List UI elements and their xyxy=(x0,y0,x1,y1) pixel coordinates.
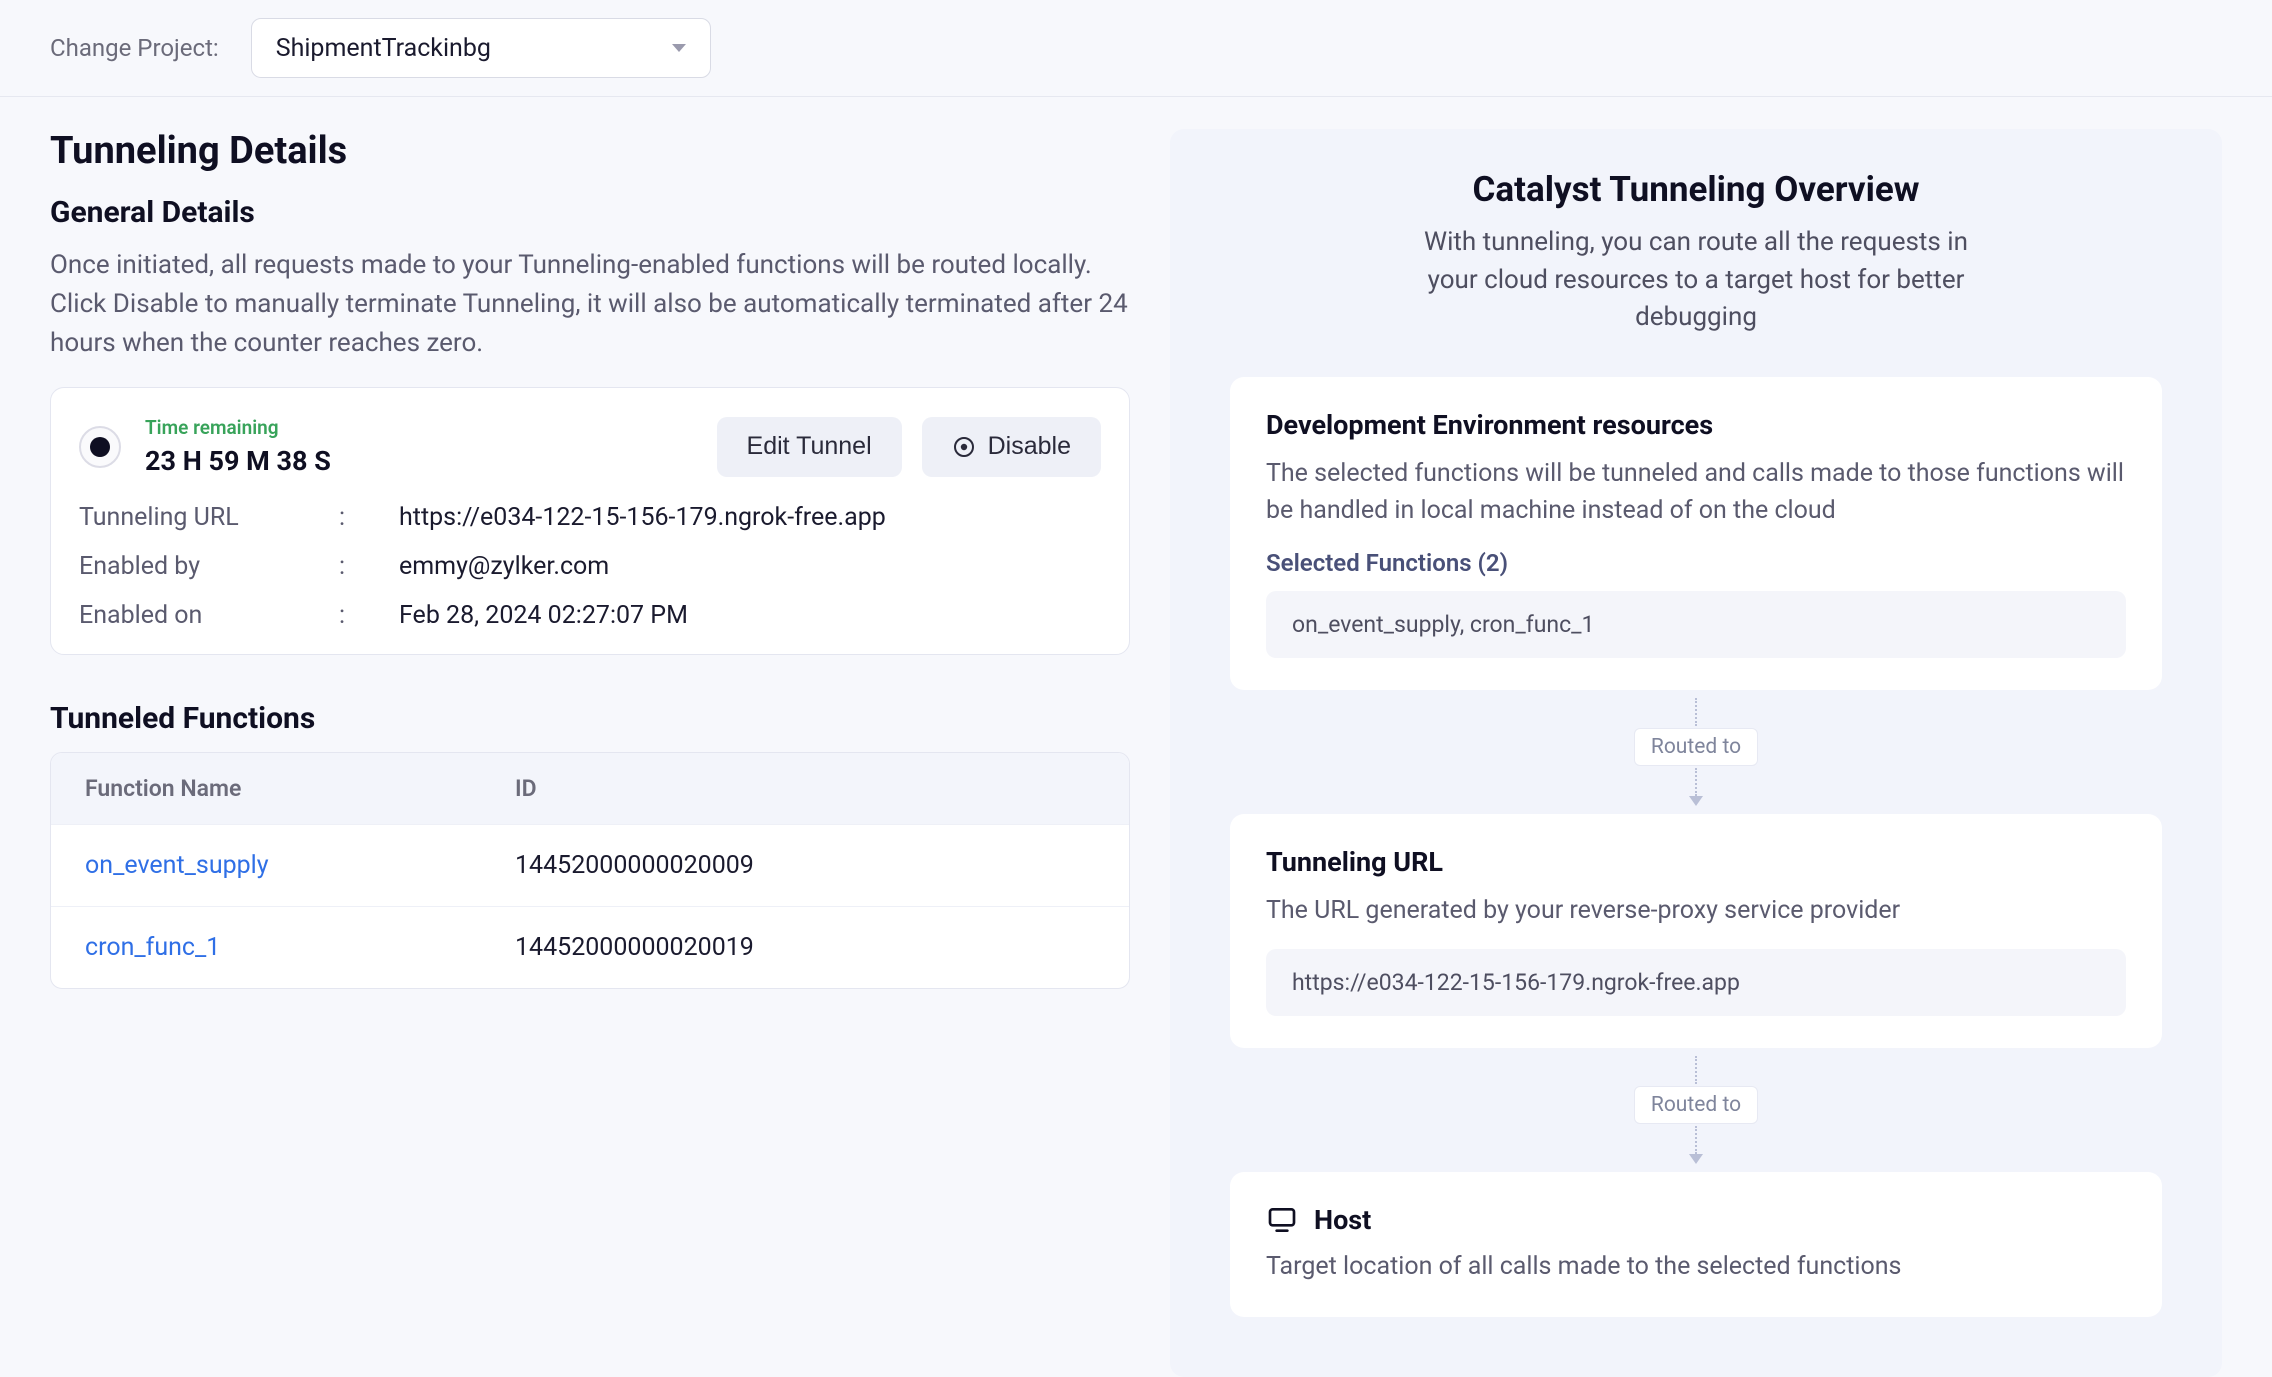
status-card: Time remaining 23 H 59 M 38 S Edit Tunne… xyxy=(50,387,1130,655)
kv-key: Enabled on xyxy=(79,601,339,630)
col-header-name: Function Name xyxy=(85,775,515,802)
overview-panel: Catalyst Tunneling Overview With tunneli… xyxy=(1170,129,2222,1377)
function-id: 14452000000020019 xyxy=(515,933,1095,962)
page-title: Tunneling Details xyxy=(50,129,1130,173)
function-link[interactable]: on_event_supply xyxy=(85,851,269,880)
disable-button-label: Disable xyxy=(988,432,1071,461)
selected-functions-label: Selected Functions (2) xyxy=(1266,549,2126,577)
host-title: Host xyxy=(1314,1204,1371,1236)
disable-button[interactable]: Disable xyxy=(922,417,1101,477)
tunneled-functions-title: Tunneled Functions xyxy=(50,701,1130,736)
table-row: cron_func_1 14452000000020019 xyxy=(51,906,1129,988)
edit-tunnel-button-label: Edit Tunnel xyxy=(747,432,872,461)
time-remaining-value: 23 H 59 M 38 S xyxy=(145,445,693,477)
col-header-id: ID xyxy=(515,775,1095,802)
edit-tunnel-button[interactable]: Edit Tunnel xyxy=(717,417,902,477)
tunnel-url-desc: The URL generated by your reverse-proxy … xyxy=(1266,892,2126,929)
overview-title: Catalyst Tunneling Overview xyxy=(1230,169,2162,210)
tunnel-url-panel: Tunneling URL The URL generated by your … xyxy=(1230,814,2162,1048)
disable-icon xyxy=(952,435,976,459)
change-project-label: Change Project: xyxy=(50,34,219,62)
host-panel: Host Target location of all calls made t… xyxy=(1230,1172,2162,1317)
arrow-down-icon xyxy=(1689,1154,1703,1164)
chevron-down-icon xyxy=(672,44,686,52)
monitor-icon xyxy=(1266,1204,1298,1236)
status-active-icon xyxy=(79,426,121,468)
table-row: on_event_supply 14452000000020009 xyxy=(51,824,1129,906)
kv-key: Enabled by xyxy=(79,552,339,581)
functions-table-head: Function Name ID xyxy=(51,753,1129,824)
project-select[interactable]: ShipmentTrackinbg xyxy=(251,18,711,78)
selected-functions-value: on_event_supply, cron_func_1 xyxy=(1266,591,2126,658)
time-remaining-label: Time remaining xyxy=(145,416,693,439)
function-id: 14452000000020009 xyxy=(515,851,1095,880)
kv-val-url: https://e034-122-15-156-179.ngrok-free.a… xyxy=(399,503,886,532)
kv-row-enabled-on: Enabled on : Feb 28, 2024 02:27:07 PM xyxy=(79,601,1101,630)
kv-row-url: Tunneling URL : https://e034-122-15-156-… xyxy=(79,503,1101,532)
connector-2: Routed to xyxy=(1230,1048,2162,1172)
connector-1: Routed to xyxy=(1230,690,2162,814)
project-select-value: ShipmentTrackinbg xyxy=(276,34,491,63)
kv-val-on: Feb 28, 2024 02:27:07 PM xyxy=(399,601,688,630)
kv-row-enabled-by: Enabled by : emmy@zylker.com xyxy=(79,552,1101,581)
general-details-desc: Once initiated, all requests made to you… xyxy=(50,246,1130,363)
dev-env-panel: Development Environment resources The se… xyxy=(1230,377,2162,690)
general-details-title: General Details xyxy=(50,195,1130,230)
functions-table: Function Name ID on_event_supply 14452000… xyxy=(50,752,1130,989)
kv-val-by: emmy@zylker.com xyxy=(399,552,609,581)
routed-to-badge: Routed to xyxy=(1634,1086,1758,1124)
tunnel-url-value: https://e034-122-15-156-179.ngrok-free.a… xyxy=(1266,949,2126,1016)
arrow-down-icon xyxy=(1689,796,1703,806)
dev-env-title: Development Environment resources xyxy=(1266,409,2126,441)
tunnel-url-title: Tunneling URL xyxy=(1266,846,2126,878)
host-desc: Target location of all calls made to the… xyxy=(1266,1248,2126,1285)
routed-to-badge: Routed to xyxy=(1634,728,1758,766)
function-link[interactable]: cron_func_1 xyxy=(85,933,220,962)
tunneling-details-panel: Tunneling Details General Details Once i… xyxy=(50,129,1130,1377)
dev-env-desc: The selected functions will be tunneled … xyxy=(1266,455,2126,529)
project-bar: Change Project: ShipmentTrackinbg xyxy=(0,0,2272,97)
kv-key: Tunneling URL xyxy=(79,503,339,532)
overview-desc: With tunneling, you can route all the re… xyxy=(1401,224,1991,337)
